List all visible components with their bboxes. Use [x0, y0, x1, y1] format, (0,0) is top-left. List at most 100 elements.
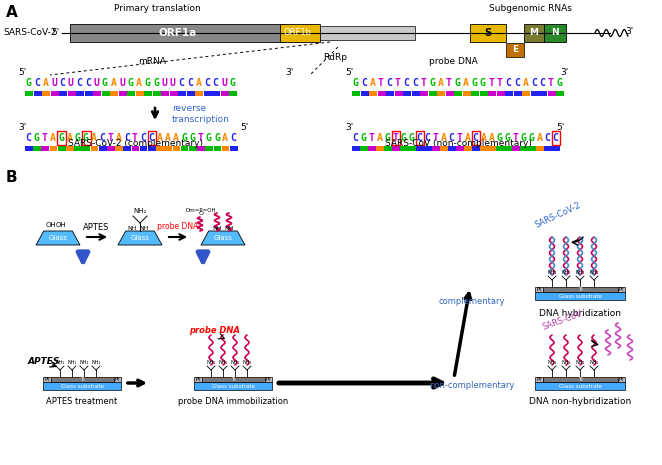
Bar [520, 146, 528, 151]
Text: G: G [83, 133, 89, 143]
Text: probe DNA: probe DNA [158, 222, 199, 231]
Bar [230, 146, 238, 151]
Bar [82, 131, 91, 145]
Text: A: A [463, 78, 469, 88]
Text: C: C [473, 133, 479, 143]
Text: NH₂: NH₂ [133, 208, 147, 214]
Bar [395, 91, 402, 96]
Text: C: C [204, 78, 210, 88]
Text: NH₂: NH₂ [242, 360, 252, 365]
Text: T: T [369, 133, 375, 143]
Text: SARS-CoV-2: SARS-CoV-2 [534, 201, 583, 230]
Bar [506, 43, 524, 57]
Bar [391, 131, 400, 145]
Text: Pt: Pt [195, 377, 201, 382]
Bar [140, 146, 148, 151]
Bar [416, 146, 424, 151]
Text: C: C [230, 133, 236, 143]
Text: C: C [34, 78, 40, 88]
Bar [68, 91, 75, 96]
Text: S: S [485, 28, 492, 38]
Text: NH: NH [127, 226, 137, 231]
Text: G: G [144, 78, 150, 88]
Text: U: U [170, 78, 176, 88]
Text: 5': 5' [557, 122, 565, 132]
Bar [386, 91, 394, 96]
Text: A: A [222, 133, 228, 143]
Text: U: U [51, 78, 57, 88]
Text: 5': 5' [52, 28, 60, 38]
Bar [471, 91, 479, 96]
Bar [197, 146, 205, 151]
Bar [118, 91, 126, 96]
Text: DNA hybridization: DNA hybridization [539, 308, 621, 318]
Bar [173, 146, 180, 151]
Text: NH₂: NH₂ [547, 270, 557, 275]
Bar [59, 91, 67, 96]
Text: G: G [557, 78, 563, 88]
Text: Glass: Glass [130, 235, 150, 241]
Text: G: G [214, 133, 220, 143]
Text: APTES: APTES [83, 223, 109, 232]
Text: 5': 5' [240, 122, 248, 132]
Bar [412, 91, 420, 96]
Bar [66, 146, 73, 151]
Text: OH: OH [46, 222, 56, 228]
Bar [542, 377, 618, 382]
Text: NH: NH [139, 226, 149, 231]
Polygon shape [36, 231, 80, 245]
Text: Subgenomic RNAs: Subgenomic RNAs [489, 4, 571, 13]
Text: T: T [393, 133, 399, 143]
Text: APTES: APTES [28, 358, 60, 366]
Text: O: O [199, 211, 203, 216]
Text: A: A [157, 133, 163, 143]
Bar [424, 146, 432, 151]
Bar [539, 91, 547, 96]
Text: T: T [395, 78, 401, 88]
Bar [50, 146, 58, 151]
Bar [212, 91, 220, 96]
Bar [454, 91, 462, 96]
Text: Glass substrate: Glass substrate [60, 384, 103, 388]
Text: Glass: Glass [214, 235, 232, 241]
Text: Glass substrate: Glass substrate [559, 384, 602, 388]
Text: Dm=P=OH: Dm=P=OH [185, 208, 216, 213]
Text: G: G [385, 133, 391, 143]
Bar [320, 26, 415, 40]
Bar [220, 91, 228, 96]
Bar [156, 146, 164, 151]
Text: Glass: Glass [48, 235, 68, 241]
Text: 5': 5' [18, 68, 26, 78]
Text: G: G [189, 133, 195, 143]
Bar [471, 131, 480, 145]
Text: U: U [221, 78, 227, 88]
Text: SARS-CoV (non-complementary): SARS-CoV (non-complementary) [385, 140, 532, 148]
Text: T: T [132, 133, 138, 143]
Text: NH₂: NH₂ [589, 270, 598, 275]
Bar [34, 91, 42, 96]
Bar [113, 377, 121, 382]
Text: A: A [165, 133, 171, 143]
Text: C: C [124, 133, 130, 143]
Text: NH₂: NH₂ [547, 360, 557, 365]
Text: T: T [457, 133, 462, 143]
Bar [161, 91, 169, 96]
Bar [74, 146, 82, 151]
Text: N: N [551, 28, 559, 38]
Text: reverse
transcription: reverse transcription [172, 104, 230, 124]
Text: A: A [489, 133, 495, 143]
Text: A: A [536, 133, 542, 143]
Text: T: T [446, 78, 452, 88]
Bar [85, 91, 93, 96]
Text: Ti: Ti [230, 377, 235, 382]
Text: SARS-CoV: SARS-CoV [541, 309, 583, 332]
Bar [164, 146, 172, 151]
Text: C: C [60, 78, 66, 88]
Bar [360, 146, 367, 151]
Bar [470, 24, 506, 42]
Polygon shape [118, 231, 162, 245]
Bar [512, 146, 520, 151]
Text: C: C [448, 133, 454, 143]
Bar [33, 146, 41, 151]
Bar [58, 146, 66, 151]
